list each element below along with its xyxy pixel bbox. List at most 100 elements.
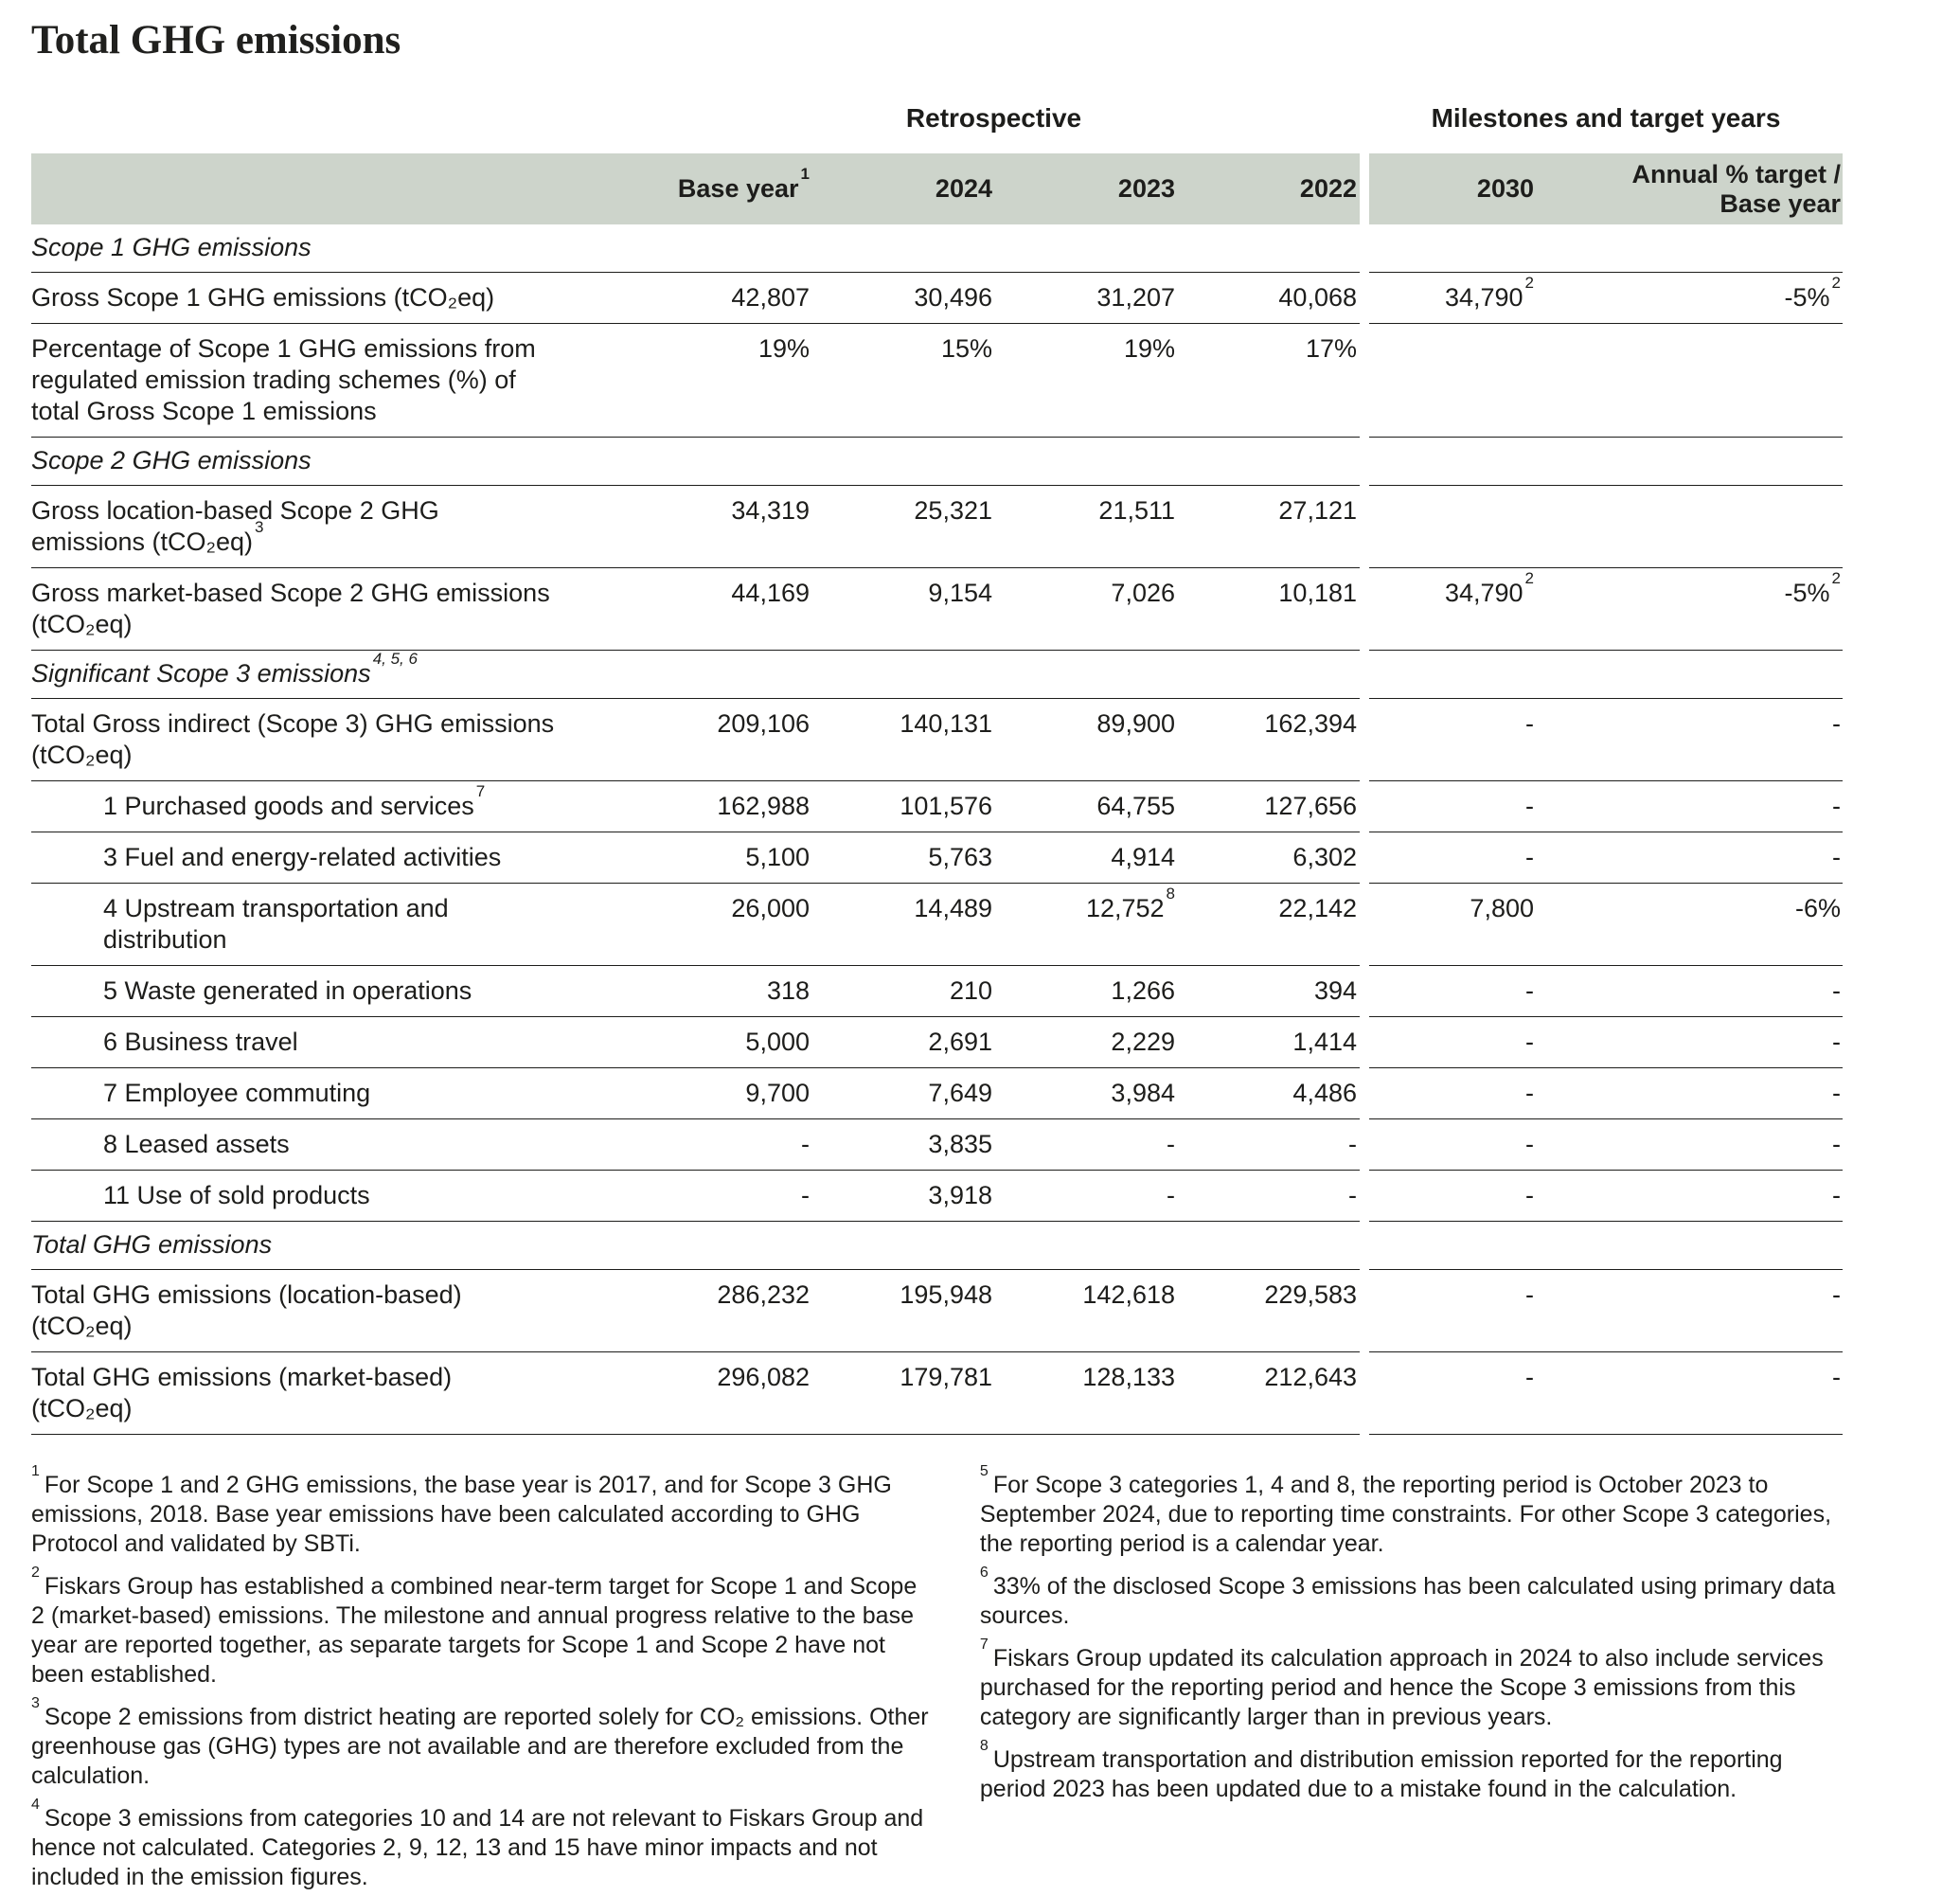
value-cell: 2,691 — [812, 1017, 995, 1067]
footnote-marker: 3 — [31, 1694, 40, 1711]
value-text: - — [1832, 976, 1841, 1005]
value-text: 21,511 — [1098, 496, 1175, 525]
value-text: 89,900 — [1096, 709, 1175, 738]
value-text: 209,106 — [717, 709, 810, 738]
value-text: - — [1525, 1280, 1534, 1309]
value-text: 3,984 — [1111, 1079, 1175, 1107]
value-cell: - — [1369, 1171, 1540, 1221]
row-gap — [1360, 324, 1369, 438]
row-gap — [1360, 1352, 1369, 1435]
row-label-text: Significant Scope 3 emissions — [31, 659, 371, 688]
value-cell: - — [1369, 781, 1540, 832]
row-label: 1 Purchased goods and services7 — [31, 781, 628, 832]
row-left-section: 4 Upstream transportation and distributi… — [31, 884, 1360, 966]
value-cell: 10,181 — [1178, 568, 1360, 650]
row-label: Gross location-based Scope 2 GHG emissio… — [31, 486, 628, 567]
value-cell: - — [1369, 1270, 1540, 1351]
value-cell: -5%2 — [1540, 568, 1843, 650]
value-text: 2,229 — [1111, 1028, 1175, 1056]
value-cell: - — [1369, 966, 1540, 1016]
row-left-section: 3 Fuel and energy-related activities 5,10… — [31, 832, 1360, 884]
section-header-row: Scope 2 GHG emissions — [31, 438, 1843, 486]
value-cell: - — [1540, 966, 1843, 1016]
value-cell: - — [1369, 1068, 1540, 1118]
value-cell: 30,496 — [812, 273, 995, 323]
value-text: 1,414 — [1292, 1028, 1357, 1056]
value-cell — [1540, 324, 1843, 437]
value-cell: 3,918 — [812, 1171, 995, 1221]
footnote-ref: 2 — [1831, 274, 1841, 292]
value-text: 19% — [1123, 334, 1175, 363]
row-right-section — [1369, 438, 1843, 486]
value-cell: 162,394 — [1178, 699, 1360, 780]
value-text: 394 — [1313, 976, 1357, 1005]
row-left-section: Gross market-based Scope 2 GHG emissions… — [31, 568, 1360, 651]
value-text: 22,142 — [1278, 894, 1357, 922]
row-right-section — [1369, 486, 1843, 568]
footnote-marker: 8 — [979, 1737, 989, 1754]
group-header-milestones: Milestones and target years — [1431, 103, 1781, 133]
value-text: 15% — [940, 334, 992, 363]
value-text: 31,207 — [1096, 283, 1175, 312]
band-gap — [1360, 153, 1369, 224]
row-gap — [1360, 1119, 1369, 1171]
value-text: 12,752 — [1085, 894, 1165, 922]
annual-target-line1: Annual % target / — [1631, 159, 1841, 188]
value-text: 210 — [949, 976, 992, 1005]
row-right-section: -- — [1369, 1270, 1843, 1352]
footnote-text: Scope 2 emissions from district heating … — [31, 1704, 929, 1789]
value-text: 3,918 — [928, 1181, 992, 1209]
row-label: 8 Leased assets — [31, 1119, 628, 1170]
value-text: 9,154 — [928, 579, 992, 607]
value-cell: 394 — [1178, 966, 1360, 1016]
value-text: - — [1525, 709, 1534, 738]
value-cell: - — [1540, 1352, 1843, 1434]
value-cell: 9,700 — [628, 1068, 812, 1118]
table-row: 11 Use of sold products -3,918- - - - — [31, 1171, 1843, 1222]
footnote-ref: 7 — [475, 782, 486, 800]
col-header-2024: 2024 — [935, 174, 992, 203]
row-label-text: Scope 1 GHG emissions — [31, 233, 312, 261]
value-cell: - — [1369, 832, 1540, 883]
row-left-section: 7 Employee commuting 9,700 7,649 3,984 4,486 — [31, 1068, 1360, 1119]
section-label: Significant Scope 3 emissions4, 5, 6 — [31, 651, 1360, 698]
section-header-row: Significant Scope 3 emissions4, 5, 6 — [31, 651, 1843, 699]
value-cell: 26,000 — [628, 884, 812, 965]
row-label-text: Gross Scope 1 GHG emissions (tCO₂eq) — [31, 283, 495, 312]
row-gap — [1360, 884, 1369, 966]
table-row: Gross Scope 1 GHG emissions (tCO₂eq) 42,8… — [31, 273, 1843, 324]
row-label-text: Gross market-based Scope 2 GHG emissions… — [31, 579, 550, 638]
column-group-headers: Retrospective Milestones and target year… — [31, 98, 1843, 136]
annual-target-line2: Base year — [1719, 188, 1841, 218]
header-band-milestones: 2030 Annual % target / Base year — [1369, 153, 1843, 224]
row-label: 5 Waste generated in operations — [31, 966, 628, 1016]
value-cell: 12,7528 — [995, 884, 1178, 965]
row-gap — [1360, 781, 1369, 832]
value-text: 162,988 — [717, 792, 810, 820]
row-gap — [1360, 224, 1369, 273]
value-text: 5,763 — [928, 843, 992, 871]
footnote-text: Upstream transportation and distribution… — [979, 1746, 1783, 1802]
value-text: 296,082 — [717, 1363, 810, 1391]
footnote-text: For Scope 3 categories 1, 4 and 8, the r… — [979, 1472, 1832, 1557]
value-cell: 89,900 — [995, 699, 1178, 780]
value-cell: 209,106 — [628, 699, 812, 780]
value-cell: 25,321 — [812, 486, 995, 567]
footnotes: 1For Scope 1 and 2 GHG emissions, the ba… — [31, 1463, 1843, 1896]
value-text: 40,068 — [1278, 283, 1357, 312]
value-cell — [1540, 486, 1843, 567]
footnote: 4Scope 3 emissions from categories 10 an… — [31, 1797, 935, 1892]
row-label: Gross market-based Scope 2 GHG emissions… — [31, 568, 628, 650]
row-gap — [1360, 1017, 1369, 1068]
value-cell: 44,169 — [628, 568, 812, 650]
row-right-section: -- — [1369, 1017, 1843, 1068]
row-gap — [1360, 1222, 1369, 1270]
value-text: - — [1832, 1280, 1841, 1309]
footnote: 3Scope 2 emissions from district heating… — [31, 1695, 935, 1791]
row-right-section: -- — [1369, 1119, 1843, 1171]
row-left-section: 6 Business travel 5,000 2,691 2,229 1,414 — [31, 1017, 1360, 1068]
value-cell: 2,229 — [995, 1017, 1178, 1067]
row-label-text: 1 Purchased goods and services — [103, 792, 474, 820]
row-right-section: -- — [1369, 832, 1843, 884]
footnotes-right-column: 5For Scope 3 categories 1, 4 and 8, the … — [979, 1463, 1843, 1896]
